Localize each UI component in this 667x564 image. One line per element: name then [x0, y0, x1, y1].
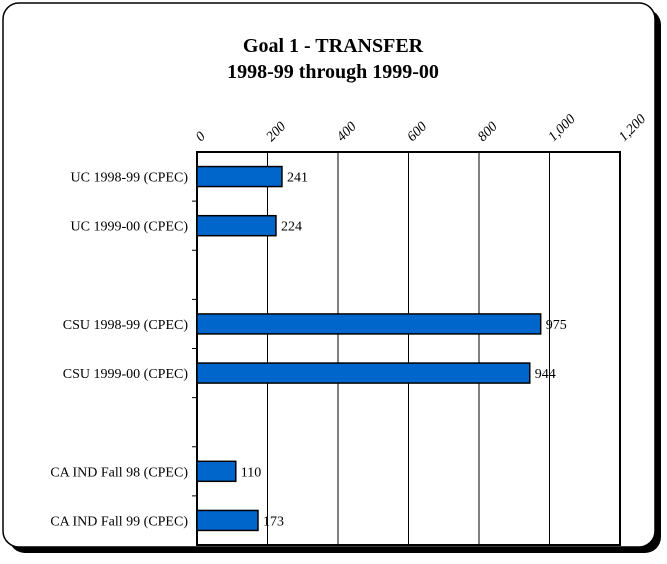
chart-title: Goal 1 - TRANSFER: [243, 35, 424, 57]
chart-subtitle: 1998-99 through 1999-00: [227, 61, 439, 83]
y-tick-label: CSU 1998-99 (CPEC): [63, 318, 189, 333]
bar: [196, 165, 283, 188]
y-tick-label: CA IND Fall 99 (CPEC): [50, 514, 188, 529]
y-tick-label: CA IND Fall 98 (CPEC): [50, 465, 188, 480]
data-label: 173: [263, 514, 284, 529]
frame: [2, 2, 656, 548]
bar: [196, 362, 531, 384]
data-label: 975: [546, 318, 567, 333]
data-label: 241: [287, 171, 308, 186]
data-label: 944: [535, 367, 556, 382]
bar: [196, 313, 542, 335]
y-tick-label: UC 1999-00 (CPEC): [71, 220, 189, 235]
bar: [196, 214, 277, 237]
bar: [196, 460, 237, 483]
y-tick-label: UC 1998-99 (CPEC): [71, 171, 189, 186]
y-tick-label: CSU 1999-00 (CPEC): [63, 367, 189, 382]
plot-border: [196, 151, 621, 546]
data-label: 224: [281, 220, 302, 235]
data-label: 110: [241, 465, 261, 480]
bar: [196, 509, 259, 532]
